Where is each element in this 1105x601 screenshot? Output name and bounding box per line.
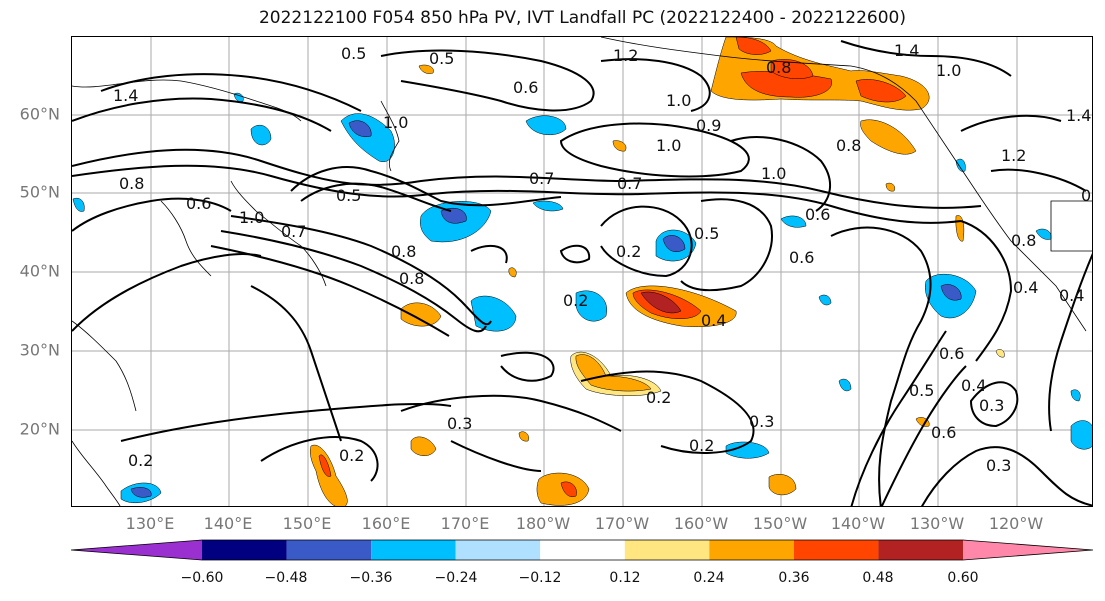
contour-label: 1.0 <box>383 113 408 132</box>
lat-label: 50°N <box>19 182 60 202</box>
colorbar-segment <box>71 540 202 560</box>
pv-blue-patches <box>72 92 1092 504</box>
lon-label: 180°W <box>515 514 571 533</box>
lon-label: 160°E <box>361 514 411 533</box>
contour-label: 1.0 <box>666 91 691 110</box>
colorbar-tick-label: −0.60 <box>180 570 224 586</box>
contour-label: 1.0 <box>239 208 264 227</box>
ivt-contours <box>72 40 1092 506</box>
lat-label: 30°N <box>19 340 60 360</box>
map-panel: 0.5 0.5 0.6 1.2 1.4 1.4 1.0 0.8 1.0 1.0 … <box>71 36 1093 507</box>
contour-label: 0.3 <box>447 414 472 433</box>
contour-label: 0.5 <box>694 224 719 243</box>
map-canvas: 0.5 0.5 0.6 1.2 1.4 1.4 1.0 0.8 1.0 1.0 … <box>72 37 1093 506</box>
contour-label: 0.3 <box>986 456 1011 475</box>
contour-label: 0.2 <box>616 242 641 261</box>
colorbar-outline <box>70 539 1094 561</box>
contour-label: 1.2 <box>613 46 638 65</box>
lon-label: 150°E <box>282 514 332 533</box>
lon-label: 140°W <box>830 514 886 533</box>
colorbar-segment <box>793 540 879 560</box>
colorbar-tick-label: 0.60 <box>947 570 979 586</box>
contour-label: 1.2 <box>1001 146 1026 165</box>
contour-label: 0.6 <box>186 194 211 213</box>
colorbar-tick-label: 0.48 <box>862 570 894 586</box>
colorbar-segment <box>540 540 625 560</box>
contour-label: 0.6 <box>939 344 964 363</box>
lat-label: 40°N <box>19 261 60 281</box>
colorbar-segment <box>455 540 541 560</box>
contour-label: 0.5 <box>429 49 454 68</box>
lon-label: 170°W <box>594 514 650 533</box>
lon-label: 160°W <box>673 514 729 533</box>
contour-label: 0.2 <box>646 388 671 407</box>
contour-label: 1.0 <box>761 164 786 183</box>
map-title: 2022122100 F054 850 hPa PV, IVT Landfall… <box>258 8 906 28</box>
colorbar-tick-label: −0.36 <box>349 570 393 586</box>
contour-label: 0.3 <box>979 396 1004 415</box>
contour-label: 0.4 <box>1013 278 1038 297</box>
contour-label: 0.8 <box>399 269 424 288</box>
colorbar-segment <box>202 540 287 560</box>
contour-label: 1.4 <box>113 86 138 105</box>
contour-label: 0.8 <box>766 58 791 77</box>
colorbar <box>70 539 1094 561</box>
lon-label: 170°E <box>440 514 490 533</box>
contour-label: 0.8 <box>391 242 416 261</box>
lon-label: 130°W <box>909 514 965 533</box>
lat-label: 20°N <box>19 419 60 439</box>
colorbar-segment <box>963 540 1093 560</box>
contour-label: 0.2 <box>563 291 588 310</box>
contour-label: 0.8 <box>1011 231 1036 250</box>
lon-label: 150°W <box>752 514 808 533</box>
colorbar-segment <box>709 540 794 560</box>
lon-label: 130°E <box>125 514 175 533</box>
contour-label: 0.6 <box>789 248 814 267</box>
contour-label: 0.5 <box>909 381 934 400</box>
contour-label: 0.9 <box>696 116 721 135</box>
colorbar-segment <box>878 540 963 560</box>
contour-label: 1.4 <box>894 41 919 60</box>
colorbar-segments <box>70 539 1094 561</box>
contour-label: 0.2 <box>339 446 364 465</box>
lon-label: 120°W <box>988 514 1044 533</box>
contour-label: 0.5 <box>341 44 366 63</box>
contour-label: 0.2 <box>1081 186 1093 205</box>
lon-label: 140°E <box>203 514 253 533</box>
contour-label: 0.8 <box>836 136 861 155</box>
colorbar-segment <box>286 540 372 560</box>
contour-label: 0.6 <box>931 423 956 442</box>
colorbar-tick-label: −0.24 <box>434 570 478 586</box>
colorbar-segment <box>624 540 710 560</box>
colorbar-segment <box>371 540 456 560</box>
contour-label: 0.7 <box>529 169 554 188</box>
contour-label: 1.4 <box>1066 106 1091 125</box>
contour-label: 0.4 <box>961 376 986 395</box>
colorbar-tick-label: 0.12 <box>609 570 641 586</box>
colorbar-tick-label: 0.24 <box>693 570 725 586</box>
contour-label: 0.4 <box>1059 286 1084 305</box>
contour-label: 0.7 <box>281 222 306 241</box>
contour-label: 0.6 <box>805 205 830 224</box>
contour-label: 0.8 <box>119 174 144 193</box>
contour-label: 0.2 <box>689 436 714 455</box>
contour-label: 0.5 <box>336 186 361 205</box>
contour-label: 0.2 <box>128 451 153 470</box>
contour-label: 0.4 <box>701 311 726 330</box>
contour-label: 0.3 <box>749 412 774 431</box>
contour-label: 0.7 <box>617 174 642 193</box>
contour-label: 0.6 <box>513 78 538 97</box>
contour-label: 1.0 <box>656 136 681 155</box>
colorbar-tick-label: 0.36 <box>778 570 810 586</box>
contour-label: 1.0 <box>936 61 961 80</box>
coastlines <box>72 37 1092 506</box>
lat-label: 60°N <box>19 104 60 124</box>
colorbar-tick-label: −0.48 <box>264 570 308 586</box>
contour-labels: 0.5 0.5 0.6 1.2 1.4 1.4 1.0 0.8 1.0 1.0 … <box>113 41 1093 475</box>
colorbar-tick-label: −0.12 <box>518 570 562 586</box>
